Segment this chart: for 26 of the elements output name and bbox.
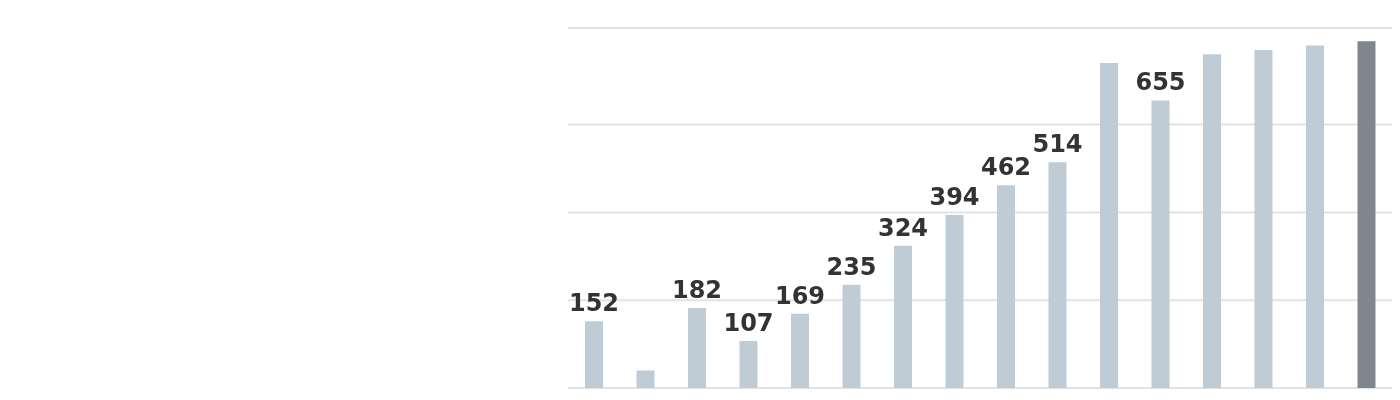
data-label: 107 (723, 309, 774, 338)
data-label: 394 (929, 183, 980, 212)
bar (739, 341, 758, 388)
data-label: 152 (568, 289, 620, 318)
data-label: 514 (1032, 130, 1083, 159)
bar (1305, 45, 1324, 388)
data-label: 655 (1135, 68, 1186, 97)
data-label: 169 (774, 281, 826, 310)
bar (636, 370, 655, 388)
bar (997, 185, 1015, 388)
data-label: 182 (671, 276, 723, 305)
bar (791, 313, 809, 388)
data-label: 462 (980, 153, 1032, 182)
bar (842, 284, 861, 388)
bar (1202, 54, 1221, 388)
bar (1048, 162, 1067, 388)
data-label: 235 (826, 252, 877, 281)
bar (945, 215, 964, 388)
bar (1099, 63, 1118, 388)
bar (1254, 49, 1273, 388)
bar (585, 321, 603, 388)
bar (688, 308, 706, 388)
bar (1151, 100, 1170, 388)
bar (894, 245, 912, 388)
bar (1357, 41, 1376, 388)
data-label: 324 (877, 213, 929, 242)
